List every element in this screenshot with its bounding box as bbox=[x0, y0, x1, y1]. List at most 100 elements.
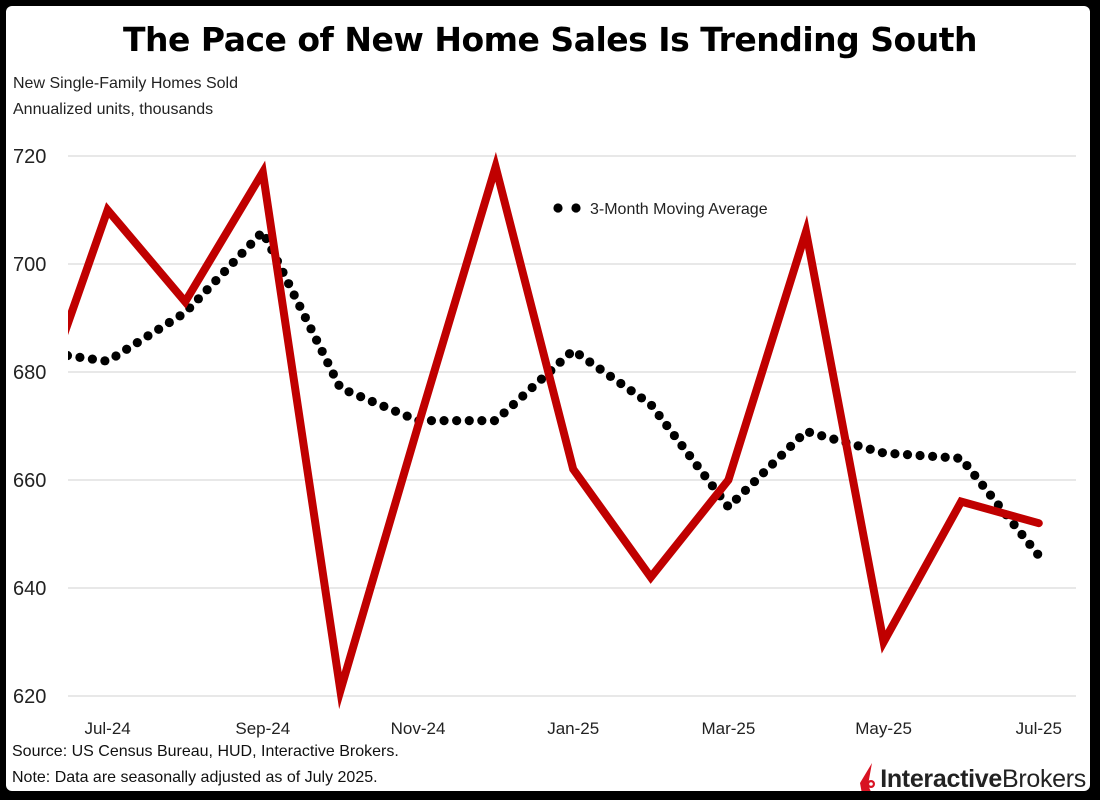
moving-average-dot bbox=[1025, 539, 1035, 549]
x-tick-label: May-25 bbox=[855, 719, 912, 738]
moving-average-dot bbox=[295, 301, 305, 311]
moving-average-dot bbox=[464, 416, 474, 426]
moving-average-dot bbox=[38, 348, 47, 357]
moving-average-dot bbox=[962, 460, 972, 471]
moving-average-dot bbox=[254, 230, 265, 240]
x-tick-label: Jul-24 bbox=[84, 719, 130, 738]
interactive-brokers-logo: InteractiveBrokers bbox=[858, 763, 1086, 791]
moving-average-dot bbox=[785, 441, 796, 452]
moving-average-dot bbox=[132, 337, 142, 348]
moving-average-dot bbox=[122, 344, 132, 354]
moving-average-dot bbox=[616, 378, 626, 389]
moving-average-dot bbox=[193, 294, 204, 304]
logo-text-regular: Brokers bbox=[1001, 764, 1086, 792]
moving-average-dot bbox=[684, 451, 695, 461]
moving-average-dot bbox=[452, 416, 462, 426]
moving-average-dot bbox=[928, 451, 938, 462]
moving-average-dot bbox=[154, 324, 164, 334]
moving-average-dot bbox=[677, 441, 687, 451]
moving-average-dot bbox=[508, 399, 519, 410]
moving-average-dot bbox=[367, 396, 377, 407]
moving-average-dot bbox=[323, 358, 333, 368]
moving-average-dot bbox=[564, 349, 575, 359]
moving-average-dot bbox=[228, 257, 238, 268]
moving-average-dot bbox=[284, 279, 294, 289]
legend-dot-icon bbox=[571, 203, 581, 213]
moving-average-dot bbox=[915, 450, 925, 461]
y-tick-label: 680 bbox=[13, 362, 46, 384]
moving-average-dot bbox=[143, 331, 153, 341]
moving-average-dot bbox=[499, 408, 509, 418]
moving-average-dot bbox=[722, 501, 733, 511]
moving-average-dot bbox=[595, 364, 605, 374]
moving-average-dot bbox=[985, 490, 996, 500]
home-sales-line bbox=[68, 151, 1043, 710]
moving-average-dot bbox=[477, 416, 487, 426]
moving-average-dot bbox=[1009, 520, 1019, 530]
moving-average-dot bbox=[536, 374, 547, 384]
y-tick-label: 660 bbox=[13, 470, 46, 492]
x-tick-label: Mar-25 bbox=[701, 719, 755, 738]
moving-average-dot bbox=[853, 441, 863, 451]
y-tick-label: 620 bbox=[13, 686, 46, 708]
moving-average-dot bbox=[527, 382, 537, 393]
moving-average-dot bbox=[317, 346, 327, 357]
source-note: Source: US Census Bureau, HUD, Interacti… bbox=[12, 743, 399, 760]
moving-average-dot bbox=[1033, 549, 1043, 559]
moving-average-dot bbox=[202, 285, 212, 295]
moving-average-dot bbox=[731, 494, 742, 504]
moving-average-dot bbox=[356, 392, 366, 402]
moving-average-dot bbox=[328, 369, 338, 379]
logo-text: InteractiveBrokers bbox=[880, 765, 1086, 792]
moving-average-dot bbox=[707, 481, 717, 491]
moving-average-dot bbox=[246, 239, 256, 249]
moving-average-dot bbox=[669, 430, 679, 441]
moving-average-dot bbox=[776, 450, 787, 460]
moving-average-dot bbox=[970, 470, 980, 481]
moving-average-dot bbox=[25, 346, 34, 355]
moving-average-series bbox=[25, 230, 1043, 559]
moving-average-dot bbox=[817, 431, 827, 441]
legend-label: 3-Month Moving Average bbox=[590, 201, 768, 218]
moving-average-dot bbox=[289, 290, 299, 300]
moving-average-dot bbox=[518, 391, 528, 401]
chart-subtitle-line-1: New Single-Family Homes Sold bbox=[13, 75, 238, 92]
moving-average-dot bbox=[402, 411, 412, 421]
moving-average-dot bbox=[902, 450, 913, 460]
moving-average-dot bbox=[829, 434, 839, 444]
moving-average-dot bbox=[439, 416, 449, 426]
moving-average-dot bbox=[636, 393, 647, 403]
moving-average-dot bbox=[75, 352, 85, 362]
moving-average-dot bbox=[585, 357, 595, 367]
chart-title: The Pace of New Home Sales Is Trending S… bbox=[123, 20, 977, 59]
moving-average-dot bbox=[877, 448, 887, 458]
line-chart: 620 640 660 680 700 720 Jul-24 Sep-24 Nov-24 Jan-… bbox=[13, 146, 1076, 738]
moving-average-dot bbox=[662, 420, 672, 431]
moving-average-dot bbox=[555, 357, 565, 367]
moving-average-dot bbox=[978, 480, 988, 490]
moving-average-dot bbox=[795, 433, 805, 443]
moving-average-dot bbox=[334, 380, 344, 390]
moving-average-dot bbox=[306, 324, 316, 334]
y-tick-label: 720 bbox=[13, 146, 46, 168]
moving-average-dot bbox=[1017, 529, 1027, 540]
moving-average-dot bbox=[300, 312, 310, 323]
moving-average-dot bbox=[953, 453, 963, 463]
moving-average-dot bbox=[68, 351, 73, 361]
moving-average-dot bbox=[865, 444, 875, 454]
moving-average-dot bbox=[574, 350, 585, 360]
moving-average-dot bbox=[50, 349, 59, 358]
moving-average-dot bbox=[700, 471, 710, 481]
moving-average-dot bbox=[111, 351, 121, 361]
moving-average-dot bbox=[890, 449, 900, 459]
moving-average-dot bbox=[692, 461, 702, 471]
moving-average-dot bbox=[237, 248, 247, 258]
x-tick-label: Sep-24 bbox=[235, 719, 290, 738]
moving-average-dot bbox=[605, 371, 616, 381]
moving-average-dot bbox=[219, 266, 230, 277]
moving-average-dot bbox=[211, 276, 221, 286]
moving-average-dot bbox=[164, 317, 174, 328]
moving-average-dot bbox=[489, 416, 500, 426]
y-tick-label: 640 bbox=[13, 578, 46, 600]
logo-text-bold: Interactive bbox=[880, 764, 1002, 792]
